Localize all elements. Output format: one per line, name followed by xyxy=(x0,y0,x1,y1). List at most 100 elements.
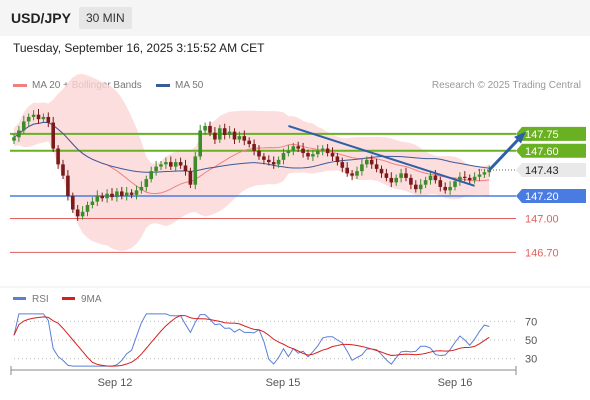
candle xyxy=(458,172,462,186)
candle-body xyxy=(423,180,428,185)
candle xyxy=(46,112,51,128)
candle-body xyxy=(394,177,398,183)
candle xyxy=(423,176,428,189)
candle xyxy=(360,158,364,176)
datetime-label: Tuesday, September 16, 2025 3:15:52 AM C… xyxy=(13,41,265,55)
candle-body xyxy=(46,116,51,123)
x-tick-label: Sep 12 xyxy=(98,377,133,389)
level-tag-147.43: 147.43 xyxy=(516,163,586,177)
interval-button[interactable]: 30 MIN xyxy=(79,7,132,29)
candle xyxy=(169,156,173,170)
candle-body xyxy=(232,131,237,140)
candle-body xyxy=(115,191,119,198)
candle xyxy=(448,181,452,195)
candle-body xyxy=(178,162,183,166)
candle-body xyxy=(183,165,188,172)
ma9-legend-label: 9MA xyxy=(81,294,102,305)
candle-body xyxy=(438,180,443,187)
candle-body xyxy=(448,186,452,191)
candle xyxy=(183,159,188,176)
candle xyxy=(85,201,90,217)
candle xyxy=(252,139,256,156)
candle-body xyxy=(139,186,144,191)
level-tag-147.60: 147.60 xyxy=(516,143,586,158)
candle-body xyxy=(418,184,423,190)
candle xyxy=(154,160,158,176)
candle-body xyxy=(345,167,349,174)
candle-body xyxy=(61,164,65,176)
candle-body xyxy=(75,209,80,217)
level-tag-147.00: 147.00 xyxy=(525,214,559,226)
x-tick-label: Sep 16 xyxy=(438,377,473,389)
candle xyxy=(463,171,467,182)
candle xyxy=(267,155,271,166)
candle xyxy=(41,113,46,123)
candle-body xyxy=(404,173,408,178)
candle-body xyxy=(154,166,158,172)
candle-body xyxy=(306,153,310,157)
candle xyxy=(286,145,291,157)
candle xyxy=(482,168,487,178)
candle xyxy=(384,168,389,182)
candle xyxy=(242,130,247,146)
candle xyxy=(12,133,16,145)
candle xyxy=(124,186,129,201)
candle xyxy=(365,156,369,168)
candle-body xyxy=(218,128,222,140)
candle xyxy=(404,167,408,182)
level-tag-bg xyxy=(516,163,586,177)
candle-body xyxy=(164,162,168,165)
candle-body xyxy=(237,136,242,140)
candle xyxy=(340,157,345,173)
candle xyxy=(311,149,315,161)
candle-body xyxy=(262,156,266,160)
candle xyxy=(22,115,26,134)
rsi-tick-50: 50 xyxy=(525,335,537,347)
candle xyxy=(355,166,359,180)
candle xyxy=(51,116,55,152)
candle xyxy=(325,144,330,157)
candle xyxy=(213,127,217,145)
candle xyxy=(75,205,80,221)
trendline xyxy=(288,125,475,187)
level-label: 147.43 xyxy=(525,165,559,177)
level-label: 147.00 xyxy=(525,214,559,226)
ma50-swatch xyxy=(156,84,170,87)
candle xyxy=(129,189,134,199)
level-label: 147.20 xyxy=(525,191,559,203)
credit-label: Research © 2025 Trading Central xyxy=(431,80,581,91)
candle-body xyxy=(374,164,379,169)
candle-body xyxy=(12,137,16,141)
candle-body xyxy=(120,191,124,196)
candle xyxy=(115,188,119,202)
candle xyxy=(330,147,335,161)
candle xyxy=(262,153,266,165)
candle-body xyxy=(41,116,46,120)
candle-body xyxy=(428,175,433,181)
candle xyxy=(257,145,261,160)
candle xyxy=(379,165,384,178)
candle xyxy=(374,158,379,173)
candle xyxy=(144,175,149,192)
candle-body xyxy=(71,195,75,210)
candle-body xyxy=(129,192,134,195)
candle xyxy=(36,109,41,124)
candle xyxy=(477,168,482,182)
candle xyxy=(139,181,144,194)
candle-body xyxy=(316,150,320,155)
candle-body xyxy=(414,184,418,190)
candle-body xyxy=(267,159,271,163)
rsi-tick-30: 30 xyxy=(525,354,537,366)
candle-body xyxy=(271,162,276,165)
candle-body xyxy=(291,146,296,151)
candle xyxy=(198,124,202,160)
candle xyxy=(232,128,237,145)
candle xyxy=(95,190,100,207)
candle-body xyxy=(276,159,281,165)
ma50-label: MA 50 xyxy=(175,80,204,91)
candle xyxy=(467,174,472,185)
candle xyxy=(80,206,85,220)
candle-body xyxy=(433,175,438,181)
candle-body xyxy=(188,171,193,185)
candle xyxy=(164,157,168,169)
